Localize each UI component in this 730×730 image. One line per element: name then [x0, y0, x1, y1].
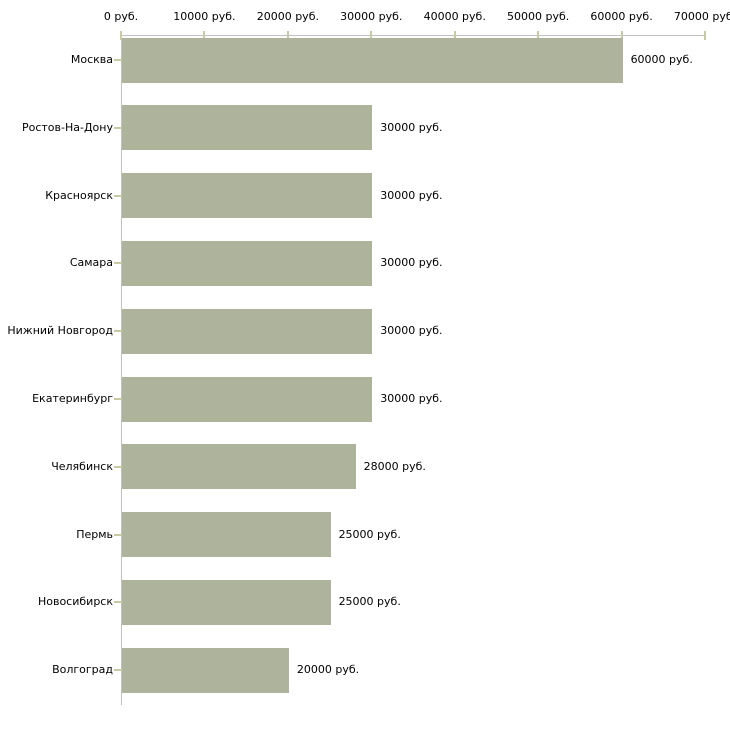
category-tick	[114, 669, 122, 672]
category-label: Волгоград	[52, 663, 113, 677]
value-label: 25000 руб.	[338, 595, 401, 609]
value-label: 60000 руб.	[630, 53, 693, 66]
category-label: Челябинск	[51, 459, 113, 473]
category-label: Ростов-На-Дону	[21, 120, 113, 134]
x-axis-tick	[537, 31, 540, 40]
x-axis-line	[121, 35, 706, 36]
category-tick	[114, 330, 122, 333]
bar	[122, 376, 373, 422]
bar	[122, 647, 289, 693]
x-axis-tick-label: 40000 руб.	[423, 10, 486, 23]
y-axis-line	[121, 35, 122, 705]
bar	[122, 37, 623, 83]
value-label: 20000 руб.	[296, 663, 360, 677]
category-tick	[114, 398, 122, 400]
bar	[122, 105, 373, 151]
value-label: 30000 руб.	[380, 188, 443, 202]
value-label: 30000 руб.	[380, 256, 443, 270]
value-label: 30000 руб.	[380, 120, 443, 134]
x-axis-tick-label: 50000 руб.	[507, 10, 570, 23]
value-label: 30000 руб.	[380, 392, 443, 405]
bar	[122, 444, 356, 490]
value-label: 25000 руб.	[338, 527, 401, 541]
x-axis-tick	[704, 31, 706, 40]
category-tick	[114, 194, 122, 197]
category-tick	[114, 59, 122, 61]
bar	[122, 579, 331, 625]
category-label: Нижний Новгород	[7, 324, 113, 338]
category-tick	[114, 126, 122, 129]
x-axis-tick-label: 0 руб.	[103, 10, 139, 23]
bar	[122, 308, 373, 354]
x-axis-tick-label: 70000 руб.	[673, 10, 730, 23]
value-label: 30000 руб.	[380, 324, 443, 338]
category-tick	[114, 601, 122, 604]
x-axis-tick	[453, 31, 456, 40]
category-label: Новосибирск	[37, 595, 113, 609]
category-label: Красноярск	[45, 188, 113, 202]
bar	[122, 512, 331, 558]
category-tick	[114, 262, 122, 265]
x-axis-tick	[286, 31, 289, 40]
x-axis-tick	[120, 31, 122, 40]
x-axis-tick-label: 30000 руб.	[340, 10, 403, 23]
x-axis-tick-label: 20000 руб.	[256, 10, 319, 23]
bar	[122, 240, 373, 286]
category-label: Пермь	[76, 527, 113, 541]
category-tick	[114, 533, 122, 536]
category-label: Москва	[70, 53, 113, 66]
value-label: 28000 руб.	[363, 459, 426, 473]
x-axis-tick-label: 10000 руб.	[173, 10, 236, 23]
category-label: Екатеринбург	[32, 392, 113, 405]
x-axis-tick	[620, 31, 623, 40]
bar	[122, 173, 373, 219]
category-tick	[114, 465, 122, 468]
category-label: Самара	[69, 256, 113, 270]
x-axis-tick-label: 60000 руб.	[590, 10, 653, 23]
x-axis-tick	[203, 31, 206, 40]
x-axis-tick	[370, 31, 373, 40]
